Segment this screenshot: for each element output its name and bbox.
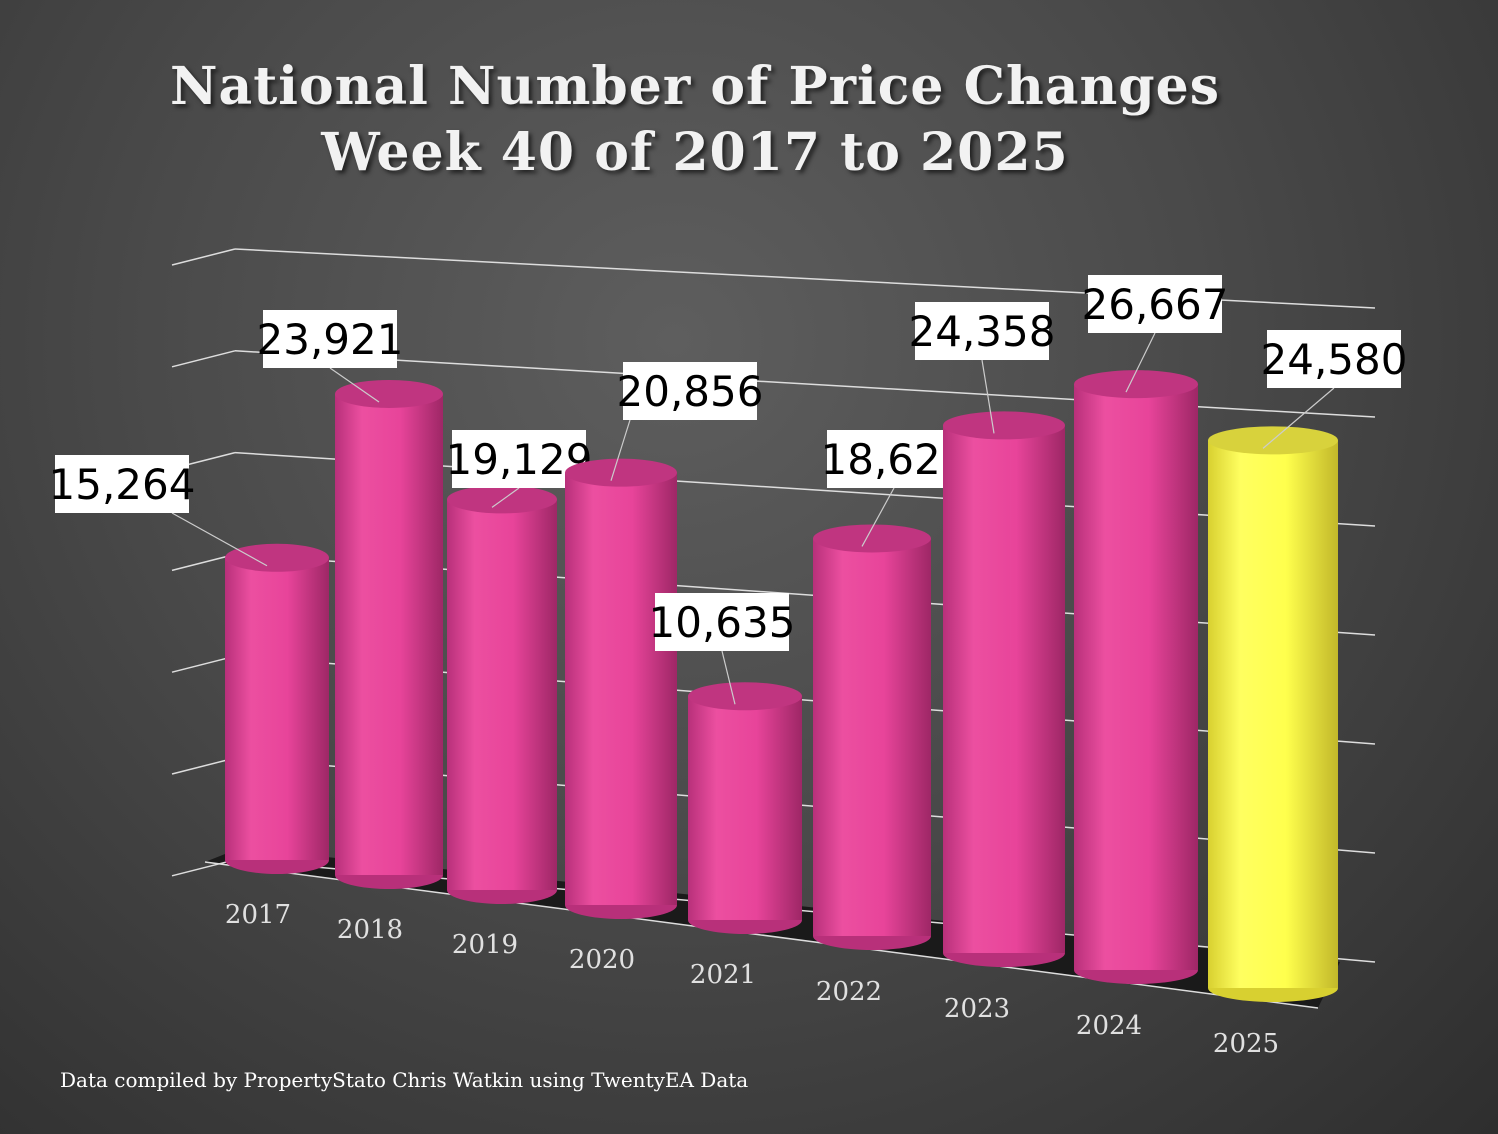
bar-body — [225, 557, 329, 860]
bar-top — [447, 485, 557, 514]
x-tick-label: 2022 — [816, 977, 882, 1007]
bar-2021 — [688, 682, 802, 934]
data-label: 24,358 — [909, 307, 1056, 356]
data-label: 26,667 — [1082, 280, 1229, 329]
data-label: 24,580 — [1261, 335, 1408, 384]
bar-body — [1208, 440, 1338, 988]
bar-top — [565, 458, 677, 487]
gridline-tick — [171, 859, 236, 877]
gridline-tick — [171, 553, 236, 572]
data-label-box — [263, 310, 397, 368]
bar-2024 — [1074, 370, 1198, 984]
x-tick-label: 2018 — [337, 915, 403, 945]
source-footer: Data compiled by PropertyStato Chris Wat… — [60, 1068, 749, 1092]
leader-line — [610, 419, 631, 481]
data-label: 23,921 — [257, 315, 404, 364]
bar-top — [335, 379, 443, 408]
data-label-box — [655, 593, 789, 651]
leader-line — [981, 359, 995, 434]
data-label-box — [1267, 330, 1401, 388]
x-tick-label: 2019 — [452, 930, 518, 960]
data-label-box — [1088, 275, 1222, 333]
gridline-tick — [171, 757, 236, 775]
bar-2017 — [225, 543, 329, 874]
bar-2025 — [1208, 426, 1338, 1002]
leader-line — [861, 487, 895, 547]
bar-2023 — [943, 411, 1065, 967]
bar-body — [688, 696, 802, 920]
gridline-tick — [171, 350, 236, 368]
gridline-tick — [171, 248, 236, 266]
data-label-box — [915, 302, 1049, 360]
x-tick-label: 2020 — [569, 945, 635, 975]
bar-body — [335, 393, 443, 875]
bar-top — [813, 524, 931, 553]
data-label: 15,264 — [49, 460, 196, 509]
chart-subtitle: Week 40 of 2017 to 2025 — [321, 122, 1069, 183]
gridline-tick — [171, 655, 236, 673]
leader-line — [171, 512, 268, 567]
x-tick-label: 2017 — [225, 900, 291, 930]
leader-line — [1262, 387, 1335, 449]
chart-title: National Number of Price Changes — [169, 56, 1220, 117]
x-tick-label: 2025 — [1213, 1029, 1279, 1059]
bar-body — [447, 499, 557, 890]
data-label-box — [623, 362, 757, 420]
bar-top — [225, 543, 329, 572]
bar-2020 — [565, 458, 677, 919]
data-label-box — [452, 430, 586, 488]
leader-line — [1125, 332, 1156, 393]
bar-2019 — [447, 485, 557, 904]
data-label: 18,621 — [821, 435, 968, 484]
bar-top — [943, 411, 1065, 440]
bar-body — [565, 472, 677, 905]
data-label-box — [55, 455, 189, 513]
bar-body — [813, 538, 931, 936]
bar-2022 — [813, 524, 931, 950]
bar-2018 — [335, 379, 443, 889]
x-tick-label: 2021 — [690, 960, 756, 990]
leader-line — [491, 487, 520, 508]
bar-top — [1074, 370, 1198, 399]
leader-line — [329, 367, 380, 403]
leader-line — [721, 650, 736, 705]
bar-body — [1074, 384, 1198, 971]
data-label: 20,856 — [617, 367, 764, 416]
x-tick-label: 2024 — [1076, 1011, 1142, 1041]
data-label-box — [827, 430, 961, 488]
bar-top — [688, 682, 802, 711]
bar-body — [943, 425, 1065, 953]
x-tick-label: 2023 — [944, 994, 1010, 1024]
data-label: 10,635 — [649, 598, 796, 647]
